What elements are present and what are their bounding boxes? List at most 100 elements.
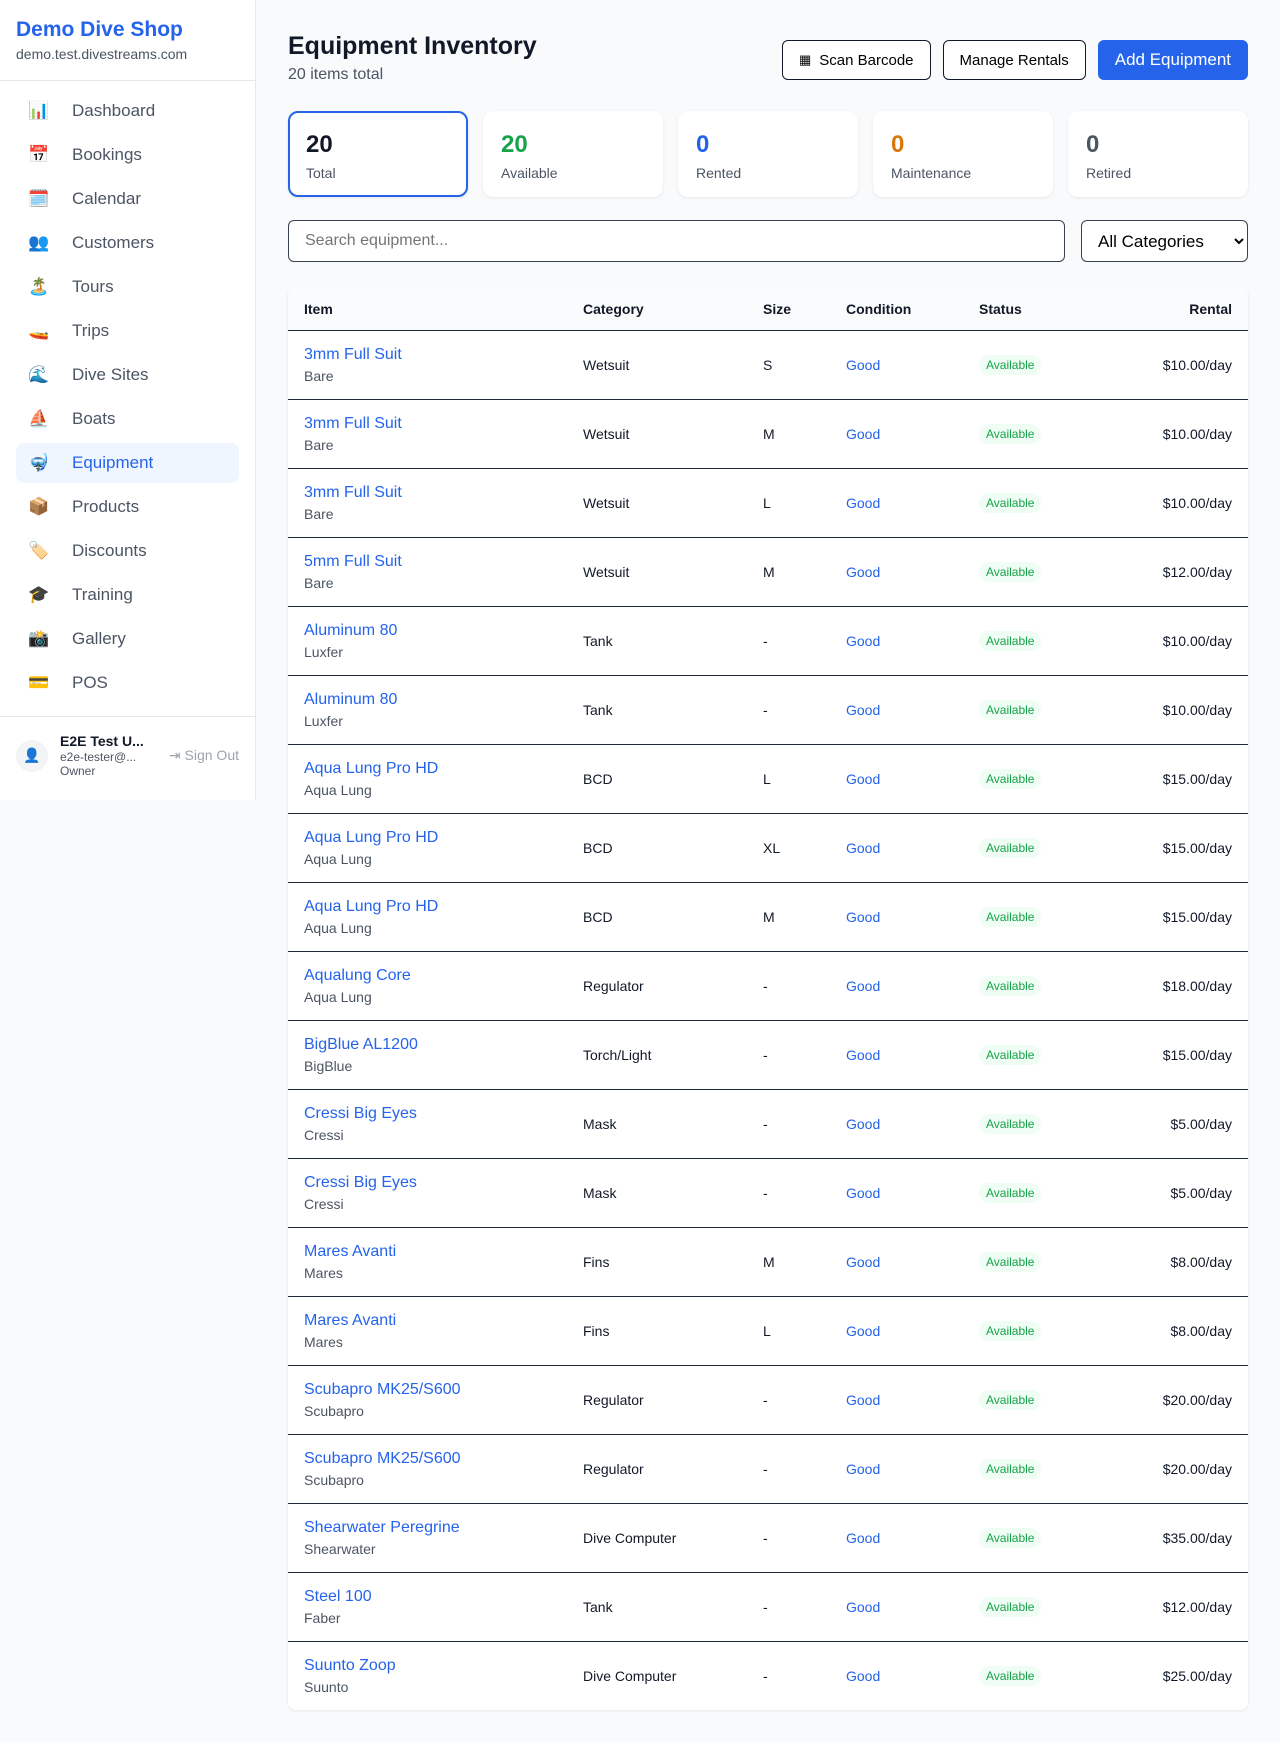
user-panel: 👤 E2E Test U... e2e-tester@... Owner ⇥ S…: [0, 716, 255, 795]
table-row[interactable]: BigBlue AL1200 BigBlue Torch/Light - Good…: [288, 1020, 1248, 1089]
table-header: Item Category Size Condition Status Rental: [288, 287, 1248, 330]
sidebar-item-bookings[interactable]: 📅 Bookings: [16, 135, 239, 175]
column-header[interactable]: Category: [583, 300, 644, 317]
sidebar-item-calendar[interactable]: 🗓️ Calendar: [16, 179, 239, 219]
table-row[interactable]: 3mm Full Suit Bare Wetsuit S Good Availab…: [288, 330, 1248, 399]
table-row[interactable]: 5mm Full Suit Bare Wetsuit M Good Availab…: [288, 537, 1248, 606]
table-row[interactable]: Aqua Lung Pro HD Aqua Lung BCD L Good Ava…: [288, 744, 1248, 813]
item-size: -: [763, 1116, 768, 1132]
sidebar-item-products[interactable]: 📦 Products: [16, 487, 239, 527]
table-row[interactable]: Cressi Big Eyes Cressi Mask - Good Availa…: [288, 1158, 1248, 1227]
sidebar-item-pos[interactable]: 💳 POS: [16, 663, 239, 703]
table-row[interactable]: Mares Avanti Mares Fins M Good Available …: [288, 1227, 1248, 1296]
column-header[interactable]: Item: [304, 300, 333, 317]
item-brand: Aqua Lung: [304, 989, 372, 1005]
table-row[interactable]: 3mm Full Suit Bare Wetsuit L Good Availab…: [288, 468, 1248, 537]
sidebar-item-gallery[interactable]: 📸 Gallery: [16, 619, 239, 659]
item-name-link[interactable]: Cressi Big Eyes: [304, 1105, 417, 1122]
table-row[interactable]: 3mm Full Suit Bare Wetsuit M Good Availab…: [288, 399, 1248, 468]
item-condition: Good: [846, 909, 881, 925]
shop-name[interactable]: Demo Dive Shop: [16, 18, 183, 41]
stat-value: 20: [306, 131, 333, 158]
column-header[interactable]: Condition: [846, 300, 912, 317]
scan-barcode-button[interactable]: ▦ Scan Barcode: [781, 40, 931, 80]
item-name-link[interactable]: Shearwater Peregrine: [304, 1519, 460, 1536]
sidebar-item-equipment[interactable]: 🤿 Equipment: [16, 443, 239, 483]
item-brand: BigBlue: [304, 1058, 353, 1074]
sidebar-item-boats[interactable]: ⛵ Boats: [16, 399, 239, 439]
table-row[interactable]: Scubapro MK25/S600 Scubapro Regulator - G…: [288, 1434, 1248, 1503]
item-category: Wetsuit: [583, 495, 630, 511]
table-row[interactable]: Shearwater Peregrine Shearwater Dive Comp…: [288, 1503, 1248, 1572]
item-name-link[interactable]: BigBlue AL1200: [304, 1036, 418, 1053]
table-row[interactable]: Aluminum 80 Luxfer Tank - Good Available …: [288, 675, 1248, 744]
column-header[interactable]: Size: [763, 300, 792, 317]
item-name-link[interactable]: Aqualung Core: [304, 967, 411, 984]
table-row[interactable]: Aqualung Core Aqua Lung Regulator - Good …: [288, 951, 1248, 1020]
qr-code-icon: ▦: [798, 52, 812, 67]
search-input[interactable]: [288, 220, 1065, 262]
column-header[interactable]: Rental: [1189, 300, 1232, 317]
item-name-link[interactable]: Scubapro MK25/S600: [304, 1450, 461, 1467]
sidebar-item-discounts[interactable]: 🏷️ Discounts: [16, 531, 239, 571]
item-category: Tank: [583, 633, 613, 649]
item-name-link[interactable]: 3mm Full Suit: [304, 484, 402, 501]
stat-card-available[interactable]: 20 Available: [483, 111, 663, 197]
sidebar-item-dashboard[interactable]: 📊 Dashboard: [16, 91, 239, 131]
table-row[interactable]: Mares Avanti Mares Fins L Good Available …: [288, 1296, 1248, 1365]
item-name-link[interactable]: Aqua Lung Pro HD: [304, 760, 439, 777]
item-rental-price: $35.00/day: [1162, 1530, 1232, 1546]
status-badge: Available: [979, 1390, 1042, 1410]
table-row[interactable]: Suunto Zoop Suunto Dive Computer - Good A…: [288, 1641, 1248, 1710]
stat-card-rented[interactable]: 0 Rented: [678, 111, 858, 197]
item-name-link[interactable]: Suunto Zoop: [304, 1657, 396, 1674]
stat-card-maintenance[interactable]: 0 Maintenance: [873, 111, 1053, 197]
item-name-link[interactable]: Mares Avanti: [304, 1312, 397, 1329]
item-name-link[interactable]: Steel 100: [304, 1588, 372, 1605]
item-condition: Good: [846, 1323, 881, 1339]
sidebar-item-trips[interactable]: 🚤 Trips: [16, 311, 239, 351]
sidebar-item-dive-sites[interactable]: 🌊 Dive Sites: [16, 355, 239, 395]
item-rental-price: $10.00/day: [1162, 495, 1232, 511]
item-name-link[interactable]: 5mm Full Suit: [304, 553, 402, 570]
manage-rentals-button[interactable]: Manage Rentals: [942, 40, 1086, 80]
sign-out-button[interactable]: ⇥ Sign Out: [169, 747, 239, 764]
item-rental-price: $10.00/day: [1162, 426, 1232, 442]
products-icon: 📦: [28, 497, 50, 516]
status-badge: Available: [979, 700, 1042, 720]
column-header[interactable]: Status: [979, 300, 1022, 317]
item-name-link[interactable]: Scubapro MK25/S600: [304, 1381, 461, 1398]
table-row[interactable]: Aqua Lung Pro HD Aqua Lung BCD XL Good Av…: [288, 813, 1248, 882]
item-name-link[interactable]: Aqua Lung Pro HD: [304, 829, 439, 846]
item-name-link[interactable]: Mares Avanti: [304, 1243, 397, 1260]
stat-card-retired[interactable]: 0 Retired: [1068, 111, 1248, 197]
table-row[interactable]: Aqua Lung Pro HD Aqua Lung BCD M Good Ava…: [288, 882, 1248, 951]
stat-card-total[interactable]: 20 Total: [288, 111, 468, 197]
item-name-link[interactable]: Aqua Lung Pro HD: [304, 898, 439, 915]
item-category: Fins: [583, 1323, 610, 1339]
item-name-link[interactable]: Aluminum 80: [304, 691, 398, 708]
category-select[interactable]: All Categories: [1081, 220, 1248, 262]
item-name-link[interactable]: Cressi Big Eyes: [304, 1174, 417, 1191]
item-name-link[interactable]: 3mm Full Suit: [304, 415, 402, 432]
table-row[interactable]: Steel 100 Faber Tank - Good Available $12…: [288, 1572, 1248, 1641]
item-name-link[interactable]: 3mm Full Suit: [304, 346, 402, 363]
sidebar-item-training[interactable]: 🎓 Training: [16, 575, 239, 615]
table-row[interactable]: Scubapro MK25/S600 Scubapro Regulator - G…: [288, 1365, 1248, 1434]
sidebar-item-customers[interactable]: 👥 Customers: [16, 223, 239, 263]
item-rental-price: $15.00/day: [1162, 1047, 1232, 1063]
table-row[interactable]: Aluminum 80 Luxfer Tank - Good Available …: [288, 606, 1248, 675]
add-equipment-button[interactable]: Add Equipment: [1097, 40, 1248, 80]
sidebar-item-label: Dive Sites: [72, 365, 149, 384]
table-row[interactable]: Cressi Big Eyes Cressi Mask - Good Availa…: [288, 1089, 1248, 1158]
status-badge: Available: [979, 631, 1042, 651]
item-category: BCD: [583, 840, 613, 856]
item-condition: Good: [846, 978, 881, 994]
sidebar-item-tours[interactable]: 🏝️ Tours: [16, 267, 239, 307]
dashboard-icon: 📊: [28, 101, 50, 120]
item-brand: Scubapro: [304, 1403, 364, 1419]
item-name-link[interactable]: Aluminum 80: [304, 622, 398, 639]
dive-sites-icon: 🌊: [28, 365, 50, 384]
status-badge: Available: [979, 838, 1042, 858]
item-condition: Good: [846, 702, 881, 718]
